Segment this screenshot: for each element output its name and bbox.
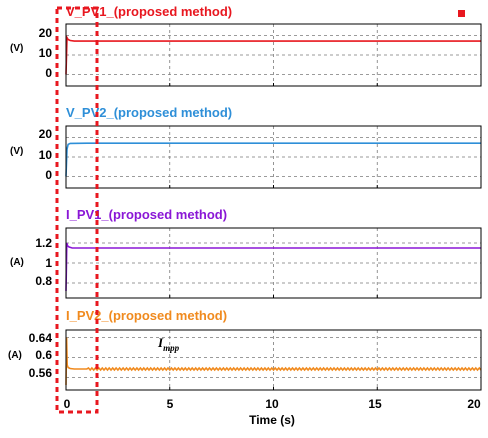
- y-unit-label: (A): [10, 257, 24, 268]
- y-unit-label: (V): [10, 146, 23, 157]
- series-line: [65, 337, 482, 386]
- annotation-sub: mpp: [163, 343, 180, 353]
- y-tick-label: 0.56: [29, 366, 53, 380]
- panel-vpv1: V_PV1_(proposed method) (V) 20 10 0: [10, 4, 482, 87]
- plot-frame: [65, 329, 482, 391]
- y-unit-label: (A): [8, 350, 22, 361]
- y-tick-label: 10: [39, 148, 53, 162]
- annotation-main: I: [157, 335, 164, 350]
- panel-title: V_PV1_(proposed method): [66, 4, 232, 19]
- y-tick-label: 0: [45, 66, 52, 80]
- series-line: [65, 34, 481, 75]
- y-tick-label: 0.64: [29, 331, 53, 345]
- x-tick-label: 10: [265, 397, 279, 411]
- series-line: [65, 142, 481, 177]
- y-tick-label: 20: [39, 127, 53, 141]
- plot-frame: [65, 125, 482, 189]
- legend-marker: [458, 10, 465, 17]
- panel-title: I_PV1_(proposed method): [66, 207, 227, 222]
- plot-area: [65, 23, 482, 87]
- y-unit-label: (V): [10, 43, 23, 54]
- x-tick-label: 20: [467, 397, 481, 411]
- plot-area: [65, 329, 482, 391]
- x-tick-label: 5: [167, 397, 174, 411]
- x-tick-label: 0: [64, 397, 71, 411]
- x-axis-label: Time (s): [249, 413, 295, 427]
- plot-area: [65, 227, 482, 299]
- series-line: [65, 242, 481, 292]
- y-tick-label: 20: [39, 26, 53, 40]
- x-tick-label: 15: [368, 397, 382, 411]
- y-tick-label: 1.2: [35, 236, 52, 250]
- y-tick-label: 0.6: [35, 348, 52, 362]
- annotation-impp: Impp: [157, 335, 180, 353]
- panel-vpv2: V_PV2_(proposed method) (V) 20 10 0: [10, 105, 482, 189]
- panel-ipv2: I_PV2_(proposed method) (A) 0.64 0.6 0.5…: [8, 308, 482, 427]
- panel-title: V_PV2_(proposed method): [66, 105, 232, 120]
- plot-area: [65, 125, 482, 189]
- y-tick-label: 1: [45, 256, 52, 270]
- panel-ipv1: I_PV1_(proposed method) (A) 1.2 1 0.8: [10, 207, 482, 299]
- y-tick-label: 10: [39, 46, 53, 60]
- plot-frame: [65, 23, 482, 87]
- plot-frame: [65, 227, 482, 299]
- y-tick-label: 0.8: [35, 274, 52, 288]
- y-tick-label: 0: [45, 168, 52, 182]
- transient-highlight-box: [55, 6, 99, 414]
- panel-title: I_PV2_(proposed method): [66, 308, 227, 323]
